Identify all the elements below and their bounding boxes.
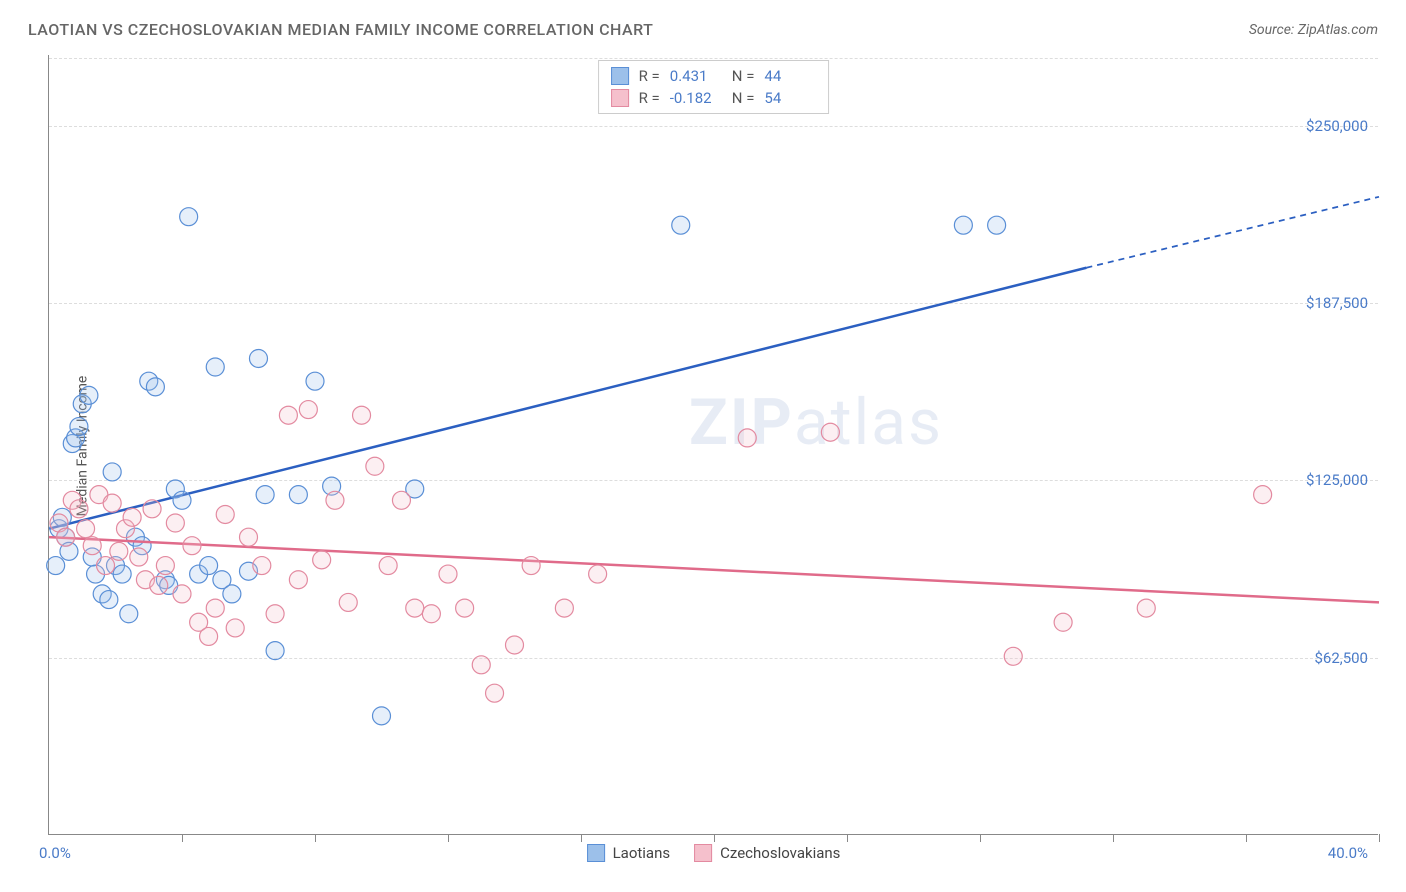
r-value: 0.431: [670, 67, 722, 85]
data-point: [70, 500, 88, 518]
data-point: [373, 707, 391, 725]
data-point: [150, 576, 168, 594]
data-point: [589, 565, 607, 583]
data-point: [1254, 486, 1272, 504]
data-point: [130, 548, 148, 566]
data-point: [1054, 613, 1072, 631]
data-point: [1137, 599, 1155, 617]
trend-line-extrapolated: [1086, 197, 1379, 268]
legend-item: Czechoslovakians: [694, 844, 840, 862]
chart-plot-area: ZIPatlas $62,500$125,000$187,500$250,000…: [48, 55, 1378, 835]
data-point: [70, 418, 88, 436]
data-point: [47, 557, 65, 575]
scatter-plot-svg: [49, 55, 1378, 834]
r-value: -0.182: [670, 89, 722, 107]
data-point: [266, 605, 284, 623]
data-point: [379, 557, 397, 575]
data-point: [672, 216, 690, 234]
legend-swatch-icon: [587, 844, 605, 862]
data-point: [339, 593, 357, 611]
data-point: [289, 486, 307, 504]
legend-swatch-icon: [694, 844, 712, 862]
data-point: [200, 557, 218, 575]
data-point: [83, 537, 101, 555]
data-point: [57, 528, 75, 546]
data-point: [180, 208, 198, 226]
data-point: [406, 599, 424, 617]
data-point: [166, 514, 184, 532]
series-legend: Laotians Czechoslovakians: [587, 844, 841, 862]
series-swatch-icon: [611, 67, 629, 85]
x-axis-min-label: 0.0%: [39, 844, 71, 862]
data-point: [206, 599, 224, 617]
data-point: [266, 642, 284, 660]
x-axis-max-label: 40.0%: [1328, 844, 1368, 862]
data-point: [256, 486, 274, 504]
data-point: [392, 491, 410, 509]
data-point: [216, 505, 234, 523]
data-point: [103, 463, 121, 481]
chart-header: LAOTIAN VS CZECHOSLOVAKIAN MEDIAN FAMILY…: [28, 20, 1378, 39]
data-point: [120, 605, 138, 623]
data-point: [306, 372, 324, 390]
data-point: [77, 520, 95, 538]
data-point: [206, 358, 224, 376]
data-point: [113, 565, 131, 583]
data-point: [522, 557, 540, 575]
data-point: [821, 423, 839, 441]
data-point: [289, 571, 307, 589]
data-point: [97, 557, 115, 575]
data-point: [173, 491, 191, 509]
data-point: [472, 656, 490, 674]
data-point: [506, 636, 524, 654]
data-point: [366, 457, 384, 475]
correlation-stats-box: R = 0.431N = 44R = -0.182N = 54: [598, 60, 830, 114]
data-point: [183, 537, 201, 555]
series-swatch-icon: [611, 89, 629, 107]
data-point: [326, 491, 344, 509]
data-point: [456, 599, 474, 617]
data-point: [110, 542, 128, 560]
data-point: [80, 386, 98, 404]
data-point: [200, 627, 218, 645]
stats-row: R = 0.431N = 44: [611, 65, 817, 87]
data-point: [253, 557, 271, 575]
data-point: [422, 605, 440, 623]
data-point: [1004, 647, 1022, 665]
legend-label: Czechoslovakians: [720, 844, 840, 862]
data-point: [954, 216, 972, 234]
data-point: [123, 508, 141, 526]
n-value: 54: [764, 89, 816, 107]
data-point: [143, 500, 161, 518]
data-point: [240, 528, 258, 546]
data-point: [439, 565, 457, 583]
data-point: [249, 349, 267, 367]
data-point: [156, 557, 174, 575]
trend-line: [49, 268, 1086, 529]
legend-item: Laotians: [587, 844, 671, 862]
data-point: [313, 551, 331, 569]
data-point: [100, 591, 118, 609]
n-value: 44: [764, 67, 816, 85]
data-point: [555, 599, 573, 617]
data-point: [103, 494, 121, 512]
source-attribution: Source: ZipAtlas.com: [1249, 22, 1378, 38]
data-point: [988, 216, 1006, 234]
data-point: [146, 378, 164, 396]
data-point: [738, 429, 756, 447]
data-point: [279, 406, 297, 424]
data-point: [486, 684, 504, 702]
data-point: [223, 585, 241, 603]
data-point: [173, 585, 191, 603]
chart-title: LAOTIAN VS CZECHOSLOVAKIAN MEDIAN FAMILY…: [28, 20, 653, 39]
data-point: [299, 401, 317, 419]
stats-row: R = -0.182N = 54: [611, 87, 817, 109]
data-point: [353, 406, 371, 424]
legend-label: Laotians: [613, 844, 671, 862]
data-point: [226, 619, 244, 637]
